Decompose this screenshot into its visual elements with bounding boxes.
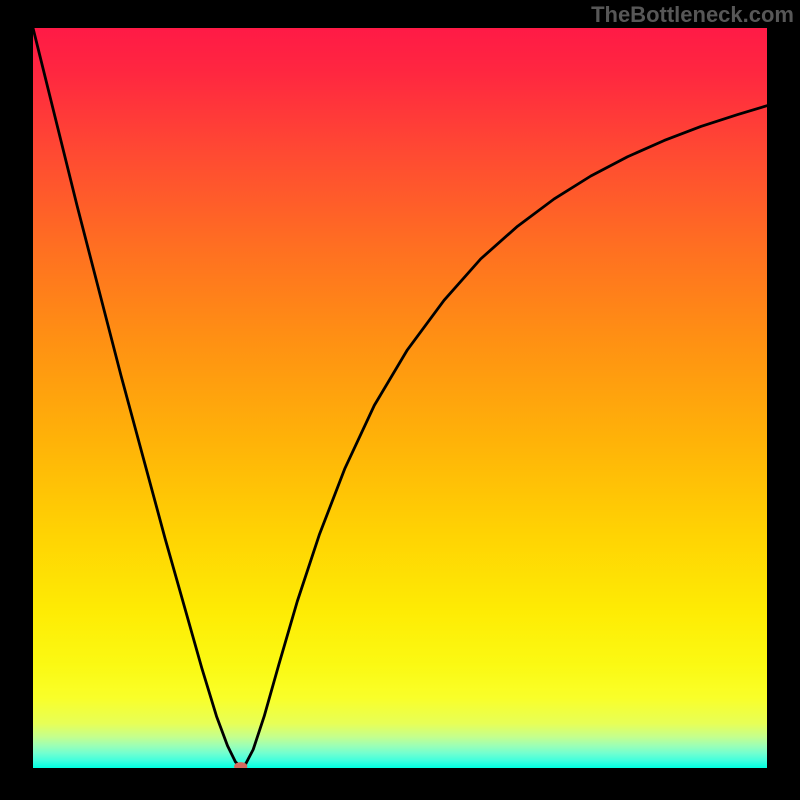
bottleneck-curve-plot — [33, 28, 767, 768]
plot-background — [33, 28, 767, 768]
watermark-text: TheBottleneck.com — [591, 2, 794, 28]
chart-canvas: TheBottleneck.com — [0, 0, 800, 800]
